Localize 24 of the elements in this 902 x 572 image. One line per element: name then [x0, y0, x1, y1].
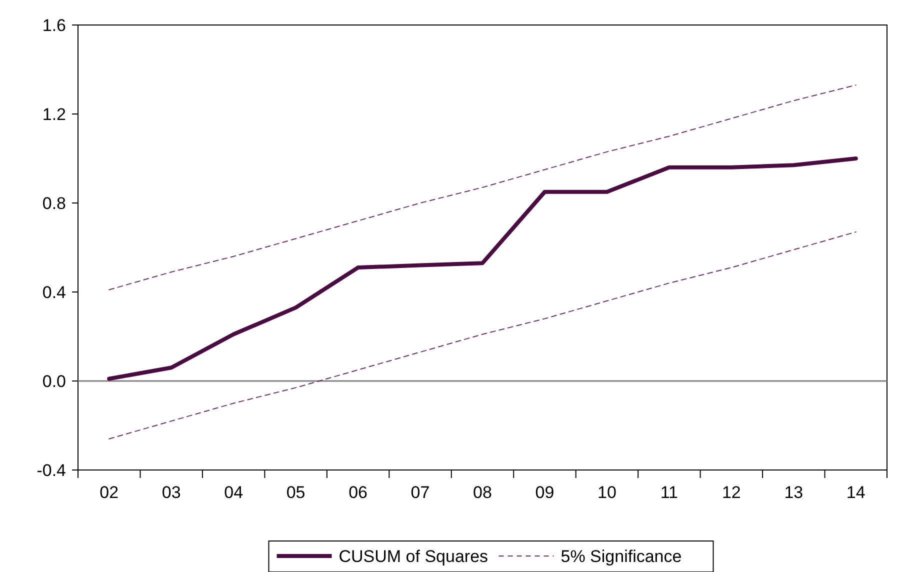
x-tick-label: 06 — [348, 483, 368, 502]
x-tick-label: 05 — [286, 483, 306, 502]
legend-label: CUSUM of Squares — [338, 546, 488, 566]
x-tick-label: 10 — [598, 483, 616, 502]
x-tick-label: 04 — [224, 483, 244, 502]
line-series — [108, 231, 856, 440]
x-tick-label: 08 — [473, 483, 492, 502]
x-tick-label: 12 — [722, 483, 741, 502]
line-series — [107, 156, 858, 381]
x-tick-label: 07 — [410, 483, 430, 502]
x-tick-label: 14 — [846, 483, 866, 502]
y-tick-label: 0.8 — [42, 194, 66, 213]
y-tick-label: -0.4 — [36, 460, 66, 480]
y-tick-label: 1.6 — [42, 16, 66, 35]
x-tick-label: 03 — [162, 483, 181, 502]
x-tick-label: 11 — [660, 483, 678, 502]
x-tick-label: 13 — [784, 483, 804, 502]
y-tick-label: 0.4 — [42, 282, 66, 302]
y-tick-label: 1.2 — [42, 104, 66, 124]
line-series — [108, 84, 856, 290]
y-tick-label: 0.0 — [42, 372, 66, 391]
x-tick-label: 02 — [100, 483, 119, 502]
x-tick-label: 09 — [535, 483, 554, 502]
legend-label: 5% Significance — [560, 546, 682, 566]
